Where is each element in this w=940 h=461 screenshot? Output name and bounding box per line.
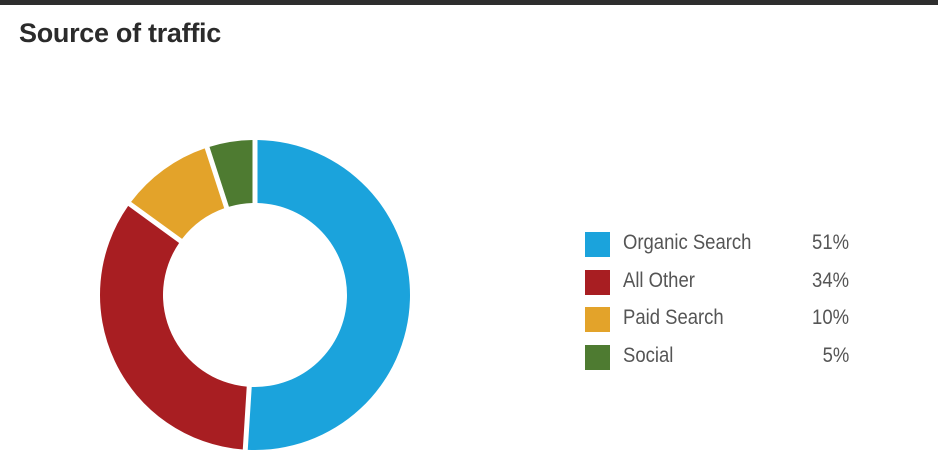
- legend-value-organic-search: 51%: [812, 231, 849, 254]
- legend-item-organic-search: Organic Search 51%: [585, 228, 855, 266]
- legend: Organic Search 51% All Other 34% Paid Se…: [585, 228, 855, 378]
- donut-slice-paid-search: [131, 148, 225, 239]
- donut-slice-social: [209, 140, 253, 207]
- legend-item-all-other: All Other 34%: [585, 266, 855, 304]
- legend-value-social: 5%: [822, 343, 849, 367]
- legend-item-social: Social 5%: [585, 341, 855, 379]
- top-rule: [0, 0, 938, 5]
- legend-label-social: Social: [623, 343, 674, 367]
- donut-slice-organic-search: [247, 140, 411, 451]
- legend-swatch-social: [585, 344, 610, 370]
- legend-swatch-organic-search: [585, 232, 610, 257]
- legend-label-all-other: All Other: [623, 268, 695, 292]
- legend-swatch-all-other: [585, 269, 610, 295]
- legend-label-paid-search: Paid Search: [623, 306, 724, 329]
- legend-swatch-paid-search: [585, 307, 610, 332]
- legend-value-all-other: 34%: [812, 268, 849, 292]
- donut-slice-all-other: [99, 205, 247, 450]
- legend-value-paid-search: 10%: [812, 306, 849, 329]
- chart-title: Source of traffic: [19, 18, 221, 48]
- legend-label-organic-search: Organic Search: [623, 231, 752, 254]
- legend-item-paid-search: Paid Search 10%: [585, 303, 855, 341]
